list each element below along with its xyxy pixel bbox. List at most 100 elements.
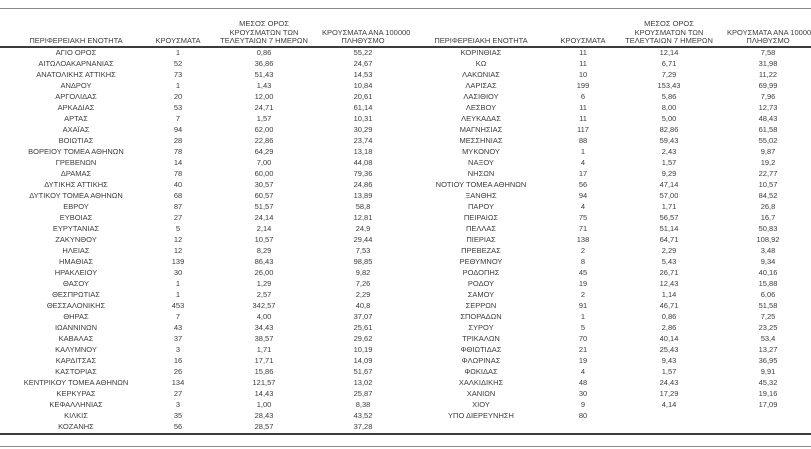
table-row: ΚΟΖΑΝΗΣ 56 28,57 37,28 — [2, 421, 404, 432]
cases-cell: 7 — [175, 114, 181, 123]
cases-cell: 7 — [175, 312, 181, 321]
cases-cell: 11 — [579, 59, 587, 68]
avg7-cell: 12,14 — [659, 48, 679, 57]
cases-cell: 4 — [580, 158, 586, 167]
avg7-cell: 25,43 — [659, 345, 679, 354]
table-row: ΦΘΙΩΤΙΔΑΣ 21 25,43 13,27 — [407, 344, 809, 355]
per100k-cell: 98,85 — [353, 257, 373, 266]
table-row: ΚΑΡΔΙΤΣΑΣ 16 17,71 14,09 — [2, 355, 404, 366]
region-cell: ΜΥΚΟΝΟΥ — [462, 147, 500, 156]
table-row: ΘΗΡΑΣ 7 4,00 37,07 — [2, 311, 404, 322]
avg7-cell: 51,57 — [254, 202, 274, 211]
avg7-cell: 40,14 — [659, 334, 679, 343]
avg7-cell: 5,43 — [661, 257, 677, 266]
avg7-cell: 0,86 — [661, 312, 677, 321]
cases-cell: 80 — [578, 411, 588, 420]
table-row: ΛΑΚΩΝΙΑΣ 10 7,29 11,22 — [407, 69, 809, 80]
table-row: ΙΩΑΝΝΙΝΩΝ 43 34,43 25,61 — [2, 322, 404, 333]
avg7-cell: 1,57 — [661, 367, 677, 376]
per100k-cell: 22,77 — [758, 169, 778, 178]
avg7-cell: 59,43 — [659, 136, 679, 145]
avg7-cell: 15,86 — [254, 367, 274, 376]
table-row: ΝΗΣΩΝ 17 9,29 22,77 — [407, 168, 809, 179]
cases-cell: 52 — [173, 59, 183, 68]
avg7-cell: 24,43 — [659, 378, 679, 387]
table-row: ΚΕΦΑΛΛΗΝΙΑΣ 3 1,00 8,38 — [2, 399, 404, 410]
cases-cell: 1 — [580, 312, 586, 321]
cases-cell: 12 — [173, 246, 183, 255]
table-body-right: ΚΟΡΙΝΘΙΑΣ 11 12,14 7,58 ΚΩ 11 6,71 31,98 ΛΑΚΩΝΙΑ… — [407, 47, 809, 421]
region-cell: ΒΟΡΕΙΟΥ ΤΟΜΕΑ ΑΘΗΝΩΝ — [28, 147, 124, 156]
per100k-cell: 48,43 — [758, 114, 778, 123]
region-cell: ΚΕΡΚΥΡΑΣ — [56, 389, 96, 398]
table-row: ΚΙΛΚΙΣ 35 28,43 43,52 — [2, 410, 404, 421]
avg7-cell: 1,43 — [256, 81, 272, 90]
avg7-cell: 34,43 — [254, 323, 274, 332]
region-cell: ΑΧΑΪΑΣ — [62, 125, 90, 134]
table-row: ΠΕΛΛΑΣ 71 51,14 50,83 — [407, 223, 809, 234]
table-row: ΣΑΜΟΥ 2 1,14 6,06 — [407, 289, 809, 300]
cases-cell: 56 — [173, 422, 183, 431]
per100k-cell: 11,22 — [758, 70, 778, 79]
table-row: ΧΑΝΙΩΝ 30 17,29 19,16 — [407, 388, 809, 399]
per100k-cell: 44,08 — [353, 158, 373, 167]
table-row: ΛΑΣΙΘΙΟΥ 6 5,86 7,96 — [407, 91, 809, 102]
cases-cell: 45 — [578, 268, 588, 277]
table-row: ΝΑΞΟΥ 4 1,57 19,2 — [407, 157, 809, 168]
per100k-cell: 23,25 — [758, 323, 778, 332]
table-row: ΑΡΓΟΛΙΔΑΣ 20 12,00 20,61 — [2, 91, 404, 102]
table-row: ΔΥΤΙΚΗΣ ΑΤΤΙΚΗΣ 40 30,57 24,86 — [2, 179, 404, 190]
region-cell: ΠΙΕΡΙΑΣ — [466, 235, 496, 244]
per100k-cell: 23,74 — [353, 136, 373, 145]
avg7-cell: 1,14 — [661, 290, 677, 299]
table-row: ΕΥΡΥΤΑΝΙΑΣ 5 2,14 24,9 — [2, 223, 404, 234]
table-row: ΘΕΣΠΡΩΤΙΑΣ 1 2,57 2,29 — [2, 289, 404, 300]
avg7-column-header: ΜΕΣΟΣ ΟΡΟΣ ΚΡΟΥΣΜΑΤΩΝ ΤΩΝ ΤΕΛΕΥΤΑΙΩΝ 7 Η… — [220, 19, 308, 46]
per100k-cell: 51,58 — [758, 301, 778, 310]
region-cell: ΣΠΟΡΑΔΩΝ — [460, 312, 502, 321]
cases-cell: 1 — [580, 147, 586, 156]
per100k-cell: 69,99 — [758, 81, 778, 90]
per100k-cell: 3,48 — [760, 246, 776, 255]
top-rule — [0, 8, 811, 9]
cases-cell: 1 — [175, 290, 181, 299]
avg7-cell: 28,43 — [254, 411, 274, 420]
avg7-cell: 8,00 — [661, 103, 677, 112]
per100k-cell: 53,4 — [760, 334, 776, 343]
cases-cell: 19 — [578, 279, 588, 288]
avg7-cell: 46,71 — [659, 301, 679, 310]
per100k-cell: 9,91 — [760, 367, 776, 376]
table-row: ΚΩ 11 6,71 31,98 — [407, 58, 809, 69]
cases-cell: 48 — [578, 378, 588, 387]
avg7-cell: 9,29 — [661, 169, 677, 178]
per100k-cell: 50,83 — [758, 224, 778, 233]
table-row: ΡΟΔΟΠΗΣ 45 26,71 40,16 — [407, 267, 809, 278]
table-row: ΘΕΣΣΑΛΟΝΙΚΗΣ 453 342,57 40,8 — [2, 300, 404, 311]
per100k-cell: 16,7 — [760, 213, 776, 222]
cases-cell: 2 — [580, 290, 586, 299]
table-row: ΑΝΑΤΟΛΙΚΗΣ ΑΤΤΙΚΗΣ 73 51,43 14,53 — [2, 69, 404, 80]
per100k-cell: 7,53 — [355, 246, 371, 255]
cases-cell: 12 — [173, 235, 183, 244]
table-row: ΣΕΡΡΩΝ 91 46,71 51,58 — [407, 300, 809, 311]
header-underline-rule — [0, 46, 811, 48]
table-row: ΗΜΑΘΙΑΣ 139 86,43 98,85 — [2, 256, 404, 267]
region-cell: ΚΩ — [475, 59, 487, 68]
table-row: ΣΠΟΡΑΔΩΝ 1 0,86 7,25 — [407, 311, 809, 322]
per100k-cell: 7,96 — [760, 92, 776, 101]
region-cell: ΣΑΜΟΥ — [467, 290, 495, 299]
table-row: ΑΙΤΩΛΟΑΚΑΡΝΑΝΙΑΣ 52 36,86 24,67 — [2, 58, 404, 69]
region-cell: ΔΥΤΙΚΟΥ ΤΟΜΕΑ ΑΘΗΝΩΝ — [29, 191, 123, 200]
table-row: ΑΡΚΑΔΙΑΣ 53 24,71 61,14 — [2, 102, 404, 113]
cases-cell: 2 — [580, 246, 586, 255]
avg7-cell: 2,86 — [661, 323, 677, 332]
table-row: ΗΡΑΚΛΕΙΟΥ 30 26,00 9,82 — [2, 267, 404, 278]
per100k-cell: 9,87 — [760, 147, 776, 156]
region-cell: ΑΡΚΑΔΙΑΣ — [57, 103, 95, 112]
per100k-cell: 108,92 — [756, 235, 780, 244]
header-row: ΠΕΡΙΦΕΡΕΙΑΚΗ ΕΝΟΤΗΤΑ ΚΡΟΥΣΜΑΤΑ ΜΕΣΟΣ ΟΡΟ… — [407, 12, 811, 47]
cases-cell: 11 — [579, 114, 587, 123]
table-row: ΚΕΝΤΡΙΚΟΥ ΤΟΜΕΑ ΑΘΗΝΩΝ 134 121,57 13,02 — [2, 377, 404, 388]
region-cell: ΦΛΩΡΙΝΑΣ — [461, 356, 501, 365]
table-row: ΛΕΥΚΑΔΑΣ 11 5,00 48,43 — [407, 113, 809, 124]
